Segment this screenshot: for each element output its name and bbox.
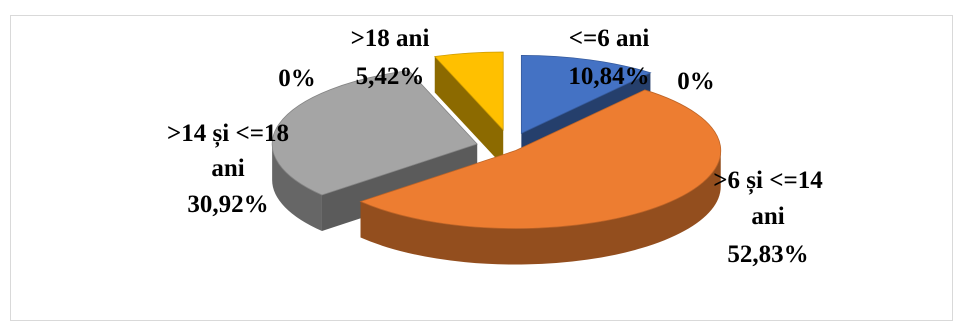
slice-orange xyxy=(359,89,722,265)
slice-top xyxy=(520,54,652,134)
label-14-18-line-1: >14 și <=18 xyxy=(167,120,289,148)
slice-outer-wall xyxy=(360,150,721,265)
slice-top xyxy=(433,51,504,132)
slice-side-wall xyxy=(434,56,504,167)
label-6-14-line-1: >6 și <=14 xyxy=(713,167,823,195)
label-le6-line-2: 10,84% xyxy=(568,63,649,90)
label-14-18-line-2: ani xyxy=(211,155,244,182)
label-zero-1: 0% xyxy=(278,65,316,92)
label-6-14-line-3: 52,83% xyxy=(727,241,808,268)
slice-top xyxy=(271,70,478,196)
label-6-14-line-2: ani xyxy=(751,203,784,230)
label-gt18-line-1: >18 ani xyxy=(351,25,430,52)
label-14-18-line-3: 30,92% xyxy=(187,191,268,218)
label-le6-line-1: <=6 ani xyxy=(569,25,650,52)
slice-outer-wall xyxy=(272,144,322,232)
slice-gold xyxy=(433,51,504,167)
slice-top xyxy=(359,89,722,229)
label-gt18-line-2: 5,42% xyxy=(356,63,425,90)
label-zero-2: 0% xyxy=(677,68,715,95)
